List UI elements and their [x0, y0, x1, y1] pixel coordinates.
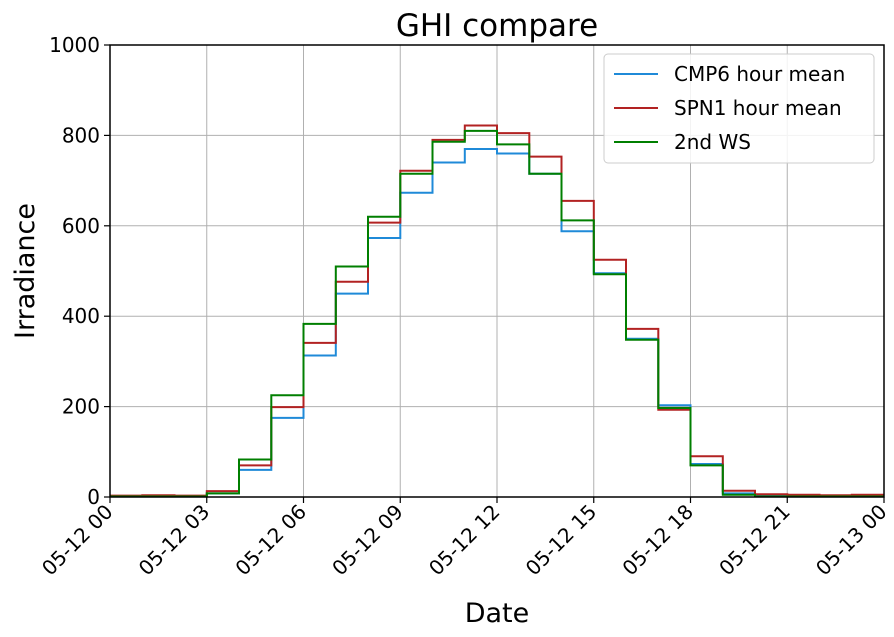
y-tick-label: 200 — [62, 395, 100, 419]
legend-entry-label: CMP6 hour mean — [674, 62, 845, 86]
x-tick-label: 05-12 00 — [37, 500, 118, 581]
chart-title: GHI compare — [396, 8, 598, 44]
series-lines — [110, 124, 884, 498]
series-line-2 — [110, 129, 884, 498]
x-axis-ticks: 05-12 00 05-12 03 05-12 06 05-12 09 05-12 12… — [37, 497, 892, 580]
x-tick-label: 05-12 09 — [327, 500, 408, 581]
x-tick-label: 05-12 06 — [230, 500, 311, 581]
x-tick-label: 05-12 21 — [714, 500, 795, 581]
x-tick-label: 05-13 00 — [811, 500, 892, 581]
x-axis-label: Date — [465, 598, 530, 629]
legend: CMP6 hour mean SPN1 hour mean 2nd WS — [603, 53, 875, 164]
x-tick-label: 05-12 12 — [424, 500, 505, 581]
legend-entry-label: SPN1 hour mean — [674, 96, 842, 120]
y-tick-label: 800 — [62, 123, 100, 147]
y-tick-label: 1000 — [49, 33, 100, 57]
y-axis-ticks: 0 200 400 600 800 1000 — [49, 33, 110, 509]
y-tick-label: 0 — [87, 485, 100, 509]
legend-box — [603, 53, 875, 164]
y-tick-label: 600 — [62, 214, 100, 238]
y-axis-label: Irradiance — [10, 203, 41, 339]
x-tick-label: 05-12 03 — [134, 500, 215, 581]
legend-entry-label: 2nd WS — [674, 130, 751, 154]
x-tick-label: 05-12 15 — [521, 500, 602, 581]
y-tick-label: 400 — [62, 304, 100, 328]
x-tick-label: 05-12 18 — [617, 500, 698, 581]
